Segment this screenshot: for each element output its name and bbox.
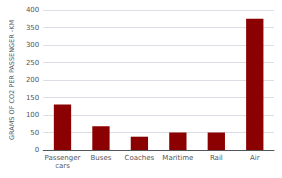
svg-text:Buses: Buses	[91, 154, 112, 162]
svg-text:250: 250	[26, 59, 39, 67]
svg-text:300: 300	[26, 41, 39, 49]
svg-text:50: 50	[30, 129, 39, 137]
svg-text:Passenger: Passenger	[45, 154, 81, 162]
svg-text:Rail: Rail	[210, 154, 223, 162]
svg-text:0: 0	[35, 146, 39, 154]
svg-text:GRAMS OF CO2 PER PASSENGER -KM: GRAMS OF CO2 PER PASSENGER -KM	[8, 20, 16, 140]
svg-text:Air: Air	[250, 154, 260, 162]
svg-text:200: 200	[26, 76, 39, 84]
svg-text:400: 400	[26, 6, 39, 14]
svg-text:cars: cars	[55, 162, 70, 170]
svg-text:Maritime: Maritime	[162, 154, 193, 162]
svg-text:350: 350	[26, 24, 39, 32]
svg-text:Coaches: Coaches	[125, 154, 155, 162]
svg-text:100: 100	[26, 111, 39, 119]
svg-text:150: 150	[26, 94, 39, 102]
